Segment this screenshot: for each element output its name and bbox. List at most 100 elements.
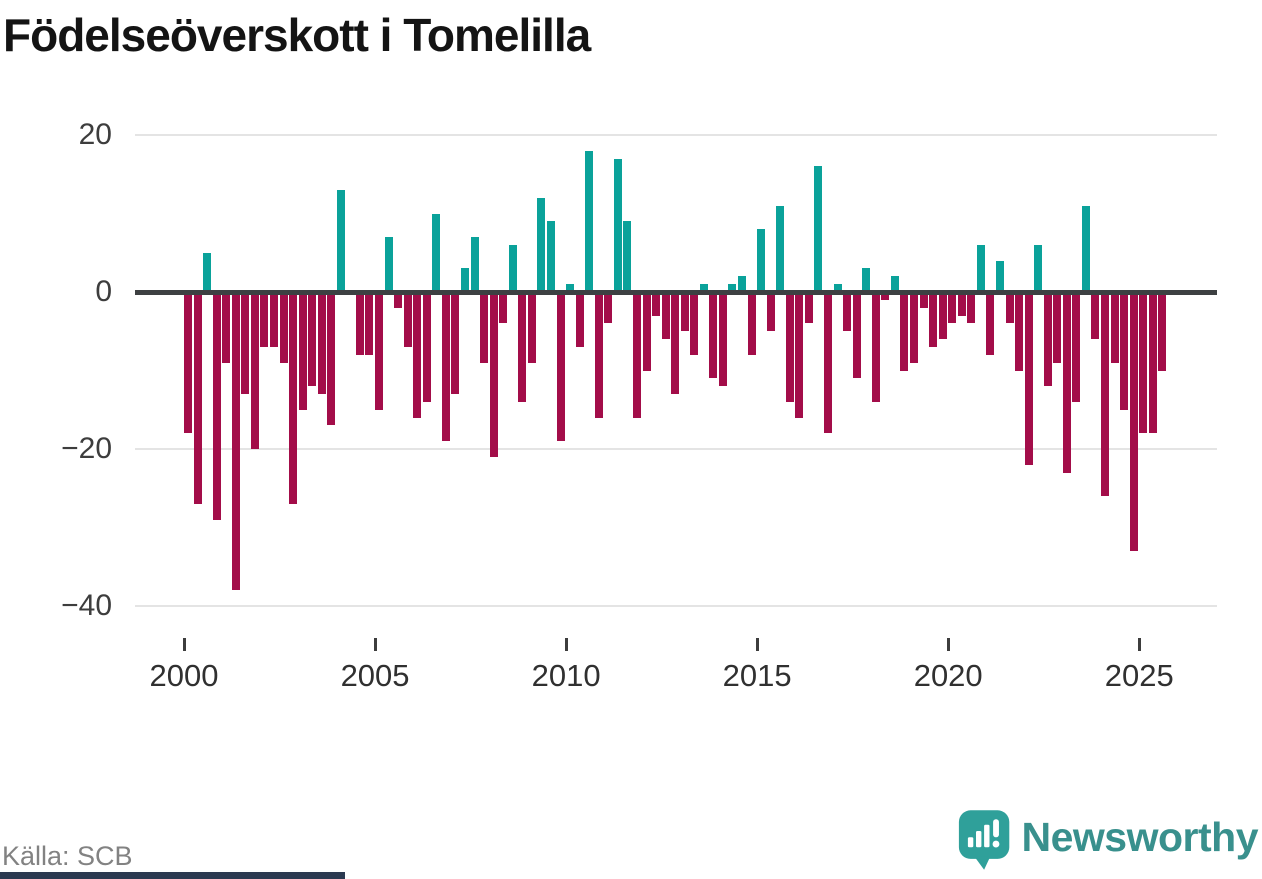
page-title: Födelseöverskott i Tomelilla <box>3 9 591 61</box>
x-axis-tick-label: 2025 <box>1104 658 1174 693</box>
bar <box>900 292 909 371</box>
bar <box>279 292 288 363</box>
bar <box>575 292 584 347</box>
bar <box>527 292 536 363</box>
bar <box>403 292 412 347</box>
bar <box>680 292 689 332</box>
bar <box>365 292 374 355</box>
bar <box>470 237 479 292</box>
bar <box>661 292 670 340</box>
bar <box>394 292 403 308</box>
bar <box>375 292 384 410</box>
bar <box>919 292 928 308</box>
bar <box>441 292 450 442</box>
bar <box>976 244 985 292</box>
y-gridline <box>135 605 1217 607</box>
bar <box>1024 292 1033 465</box>
y-axis-tick-label: −20 <box>61 432 112 465</box>
bar <box>824 292 833 434</box>
x-axis-tick-label: 2000 <box>149 658 219 693</box>
bar <box>804 292 813 324</box>
bar <box>308 292 317 387</box>
bar <box>1139 292 1148 434</box>
bar <box>546 221 555 292</box>
bar <box>317 292 326 395</box>
bar <box>289 292 298 504</box>
x-axis-tick <box>183 638 186 651</box>
bar <box>795 292 804 418</box>
bar <box>537 197 546 292</box>
x-axis-tick <box>565 638 569 651</box>
bar <box>1043 292 1052 387</box>
bar <box>776 205 785 292</box>
bar <box>355 292 364 355</box>
bar <box>881 292 890 300</box>
bar <box>1110 292 1119 363</box>
bar <box>222 292 231 363</box>
x-axis-tick <box>1138 638 1142 651</box>
x-axis-tick-label: 2020 <box>913 658 983 693</box>
bar <box>699 284 708 292</box>
newsworthy-logo: Newsworthy <box>958 808 1258 872</box>
y-gridline <box>135 134 1217 136</box>
bar <box>231 292 240 591</box>
source-label: Källa: SCB <box>2 841 133 871</box>
bar <box>757 229 766 292</box>
bar <box>461 268 470 292</box>
footer-accent-strip <box>0 872 345 879</box>
bar <box>336 189 345 292</box>
bar <box>432 213 441 292</box>
bar <box>785 292 794 402</box>
bar <box>1091 292 1100 340</box>
bar <box>604 292 613 324</box>
bar <box>833 284 842 292</box>
bar <box>642 292 651 371</box>
bar <box>709 292 718 379</box>
bar <box>1015 292 1024 371</box>
x-axis-tick-label: 2010 <box>531 658 601 693</box>
bar <box>728 284 737 292</box>
bar <box>298 292 307 410</box>
bar <box>1053 292 1062 363</box>
y-axis-tick-label: −40 <box>61 589 112 622</box>
bar <box>986 292 995 355</box>
bar <box>422 292 431 402</box>
bar <box>862 268 871 292</box>
bar <box>890 276 899 292</box>
bar <box>413 292 422 418</box>
bar <box>1120 292 1129 410</box>
bar <box>652 292 661 316</box>
bar <box>384 237 393 292</box>
bar <box>1129 292 1138 552</box>
bar <box>995 260 1004 292</box>
bar <box>556 292 565 442</box>
bar <box>250 292 259 449</box>
bar <box>499 292 508 324</box>
bar <box>690 292 699 355</box>
bar <box>585 150 594 292</box>
bar <box>671 292 680 395</box>
y-gridline <box>135 448 1217 450</box>
bar <box>948 292 957 324</box>
bar <box>184 292 192 434</box>
x-axis-tick-label: 2005 <box>340 658 410 693</box>
bar <box>1101 292 1110 497</box>
zero-axis-line <box>135 289 1217 295</box>
bar <box>747 292 756 355</box>
y-axis-tick-label: 0 <box>95 275 112 308</box>
x-axis-tick-label: 2015 <box>722 658 792 693</box>
newsworthy-bubble-icon <box>958 810 1009 870</box>
bar <box>1148 292 1157 434</box>
bar <box>843 292 852 332</box>
bar <box>1158 292 1167 371</box>
x-axis-tick <box>756 638 760 651</box>
bar <box>623 221 632 292</box>
bar <box>489 292 498 457</box>
bar <box>632 292 641 418</box>
bar <box>814 166 823 292</box>
bar <box>967 292 976 324</box>
bar <box>957 292 966 316</box>
x-axis-tick <box>947 638 951 651</box>
